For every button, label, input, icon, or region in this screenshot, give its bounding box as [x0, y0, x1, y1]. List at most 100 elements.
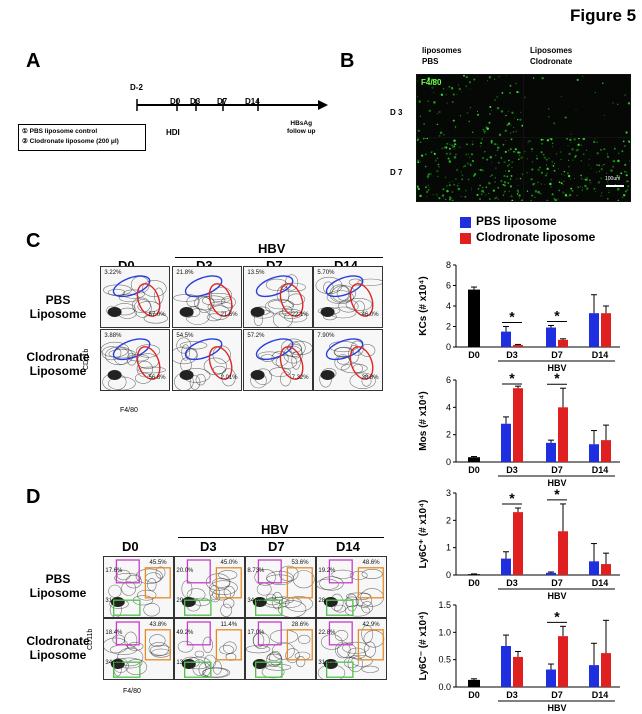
fluorescence-dot [494, 78, 496, 80]
flow-plot: 21.8% 21.6% [172, 266, 242, 328]
fluorescence-dot [581, 178, 583, 180]
bar-pbs [589, 561, 599, 575]
micrograph-row-label: D 3 [390, 108, 403, 117]
density-contour [246, 645, 271, 654]
fluorescence-dot [441, 194, 445, 197]
fluorescence-dot [624, 94, 626, 96]
fluorescence-dot [509, 92, 511, 94]
fluorescence-dot [515, 151, 517, 153]
gate-percentage: 28. [318, 597, 327, 604]
fluorescence-dot [447, 157, 450, 160]
fluorescence-dot [436, 193, 438, 196]
fluorescence-dot [577, 149, 579, 151]
fluorescence-dot [562, 191, 565, 194]
gate-percentage: 57.2% [247, 333, 265, 339]
fluorescence-dot [497, 198, 499, 200]
flow-plot: 17.0% 28.6% [245, 618, 316, 680]
fluorescence-dot [435, 79, 438, 81]
fluorescence-dot [507, 149, 510, 152]
fluorescence-dot [455, 127, 456, 129]
fluorescence-dot [534, 182, 536, 184]
fluorescence-dot [503, 181, 507, 184]
significance-star: * [509, 309, 515, 325]
density-contour [331, 569, 354, 579]
y-tick-label: 1 [446, 543, 451, 553]
fluorescence-dot [451, 100, 454, 103]
density-contour [338, 299, 359, 313]
density-contour [125, 659, 148, 676]
fluorescence-dot [460, 195, 462, 197]
gate-red [349, 283, 374, 317]
bar-d0 [468, 679, 480, 687]
fluorescence-dot [617, 103, 619, 105]
density-contour [265, 278, 288, 291]
fluorescence-dot [498, 162, 500, 164]
y-axis-label: KCs (# x10⁴) [418, 276, 429, 335]
density-contour [202, 667, 229, 678]
gate-percentage: 54.5% [176, 333, 194, 339]
fluorescence-dot [430, 173, 432, 175]
density-contour [361, 625, 374, 644]
fluorescence-dot [439, 131, 443, 135]
fluorescence-dot [455, 168, 459, 172]
flow-plot: 18.4% 43.8% 34.8% [103, 618, 174, 680]
hbv-group-label: HBV [547, 478, 566, 488]
timepoint-label: D14 [245, 97, 260, 106]
gate-percentage: 22.1% [291, 312, 309, 318]
density-contour [266, 574, 293, 584]
gate-percentage: 53.6% [291, 560, 309, 566]
fluorescence-dot [511, 111, 514, 114]
fluorescence-dot [465, 75, 468, 79]
flow-x-axis-label: F4/80 [123, 688, 141, 695]
fluorescence-dot [468, 153, 469, 155]
gate-green [255, 599, 283, 616]
fluorescence-dot [451, 146, 454, 149]
fluorescence-dot [521, 173, 523, 176]
fluorescence-dot [554, 198, 558, 201]
fluorescence-dot [608, 191, 610, 194]
fluorescence-dot [470, 106, 472, 109]
density-contour [285, 648, 300, 663]
density-contour [221, 296, 236, 309]
fluorescence-dot [471, 153, 473, 156]
fluorescence-dot [480, 142, 483, 145]
density-contour [221, 368, 236, 387]
fluorescence-dot [438, 134, 441, 137]
fluorescence-dot [536, 157, 539, 160]
fluorescence-dot [467, 178, 470, 181]
bar-clodronate [558, 407, 568, 462]
fluorescence-dot [551, 160, 554, 163]
fluorescence-dot [417, 80, 418, 82]
fluorescence-dot [517, 91, 520, 94]
fluorescence-dot [424, 138, 427, 139]
gate-percentage: 18.4% [105, 629, 123, 636]
fluorescence-dot [480, 193, 483, 196]
legend-label-clodronate: Clodronate liposome [476, 230, 596, 244]
gate-blue [325, 338, 364, 361]
gate-percentage: 48.6% [362, 560, 380, 566]
fluorescence-dot [417, 96, 418, 98]
gate-percentage: 17.6% [105, 567, 123, 574]
fluorescence-dot [510, 124, 512, 127]
fluorescence-dot [564, 116, 567, 119]
density-contour [317, 578, 339, 590]
bar-d0 [468, 289, 480, 347]
density-contour [194, 650, 205, 658]
density-contour [266, 571, 294, 585]
gate-orange [286, 567, 313, 599]
gate-red [136, 283, 161, 317]
fluorescence-dot [500, 157, 503, 159]
fluorescence-dot [503, 192, 505, 194]
fluorescence-dot [476, 113, 480, 116]
fluorescence-dot [546, 199, 549, 201]
fluorescence-dot [445, 94, 447, 96]
fluorescence-dot [568, 152, 571, 156]
fluorescence-dot [531, 194, 534, 197]
x-tick-label: D3 [506, 578, 518, 588]
fluorescence-dot [417, 185, 419, 188]
density-contour [195, 373, 206, 386]
fluorescence-dot [423, 123, 425, 125]
fluorescence-dot [449, 152, 452, 155]
fluorescence-dot [563, 170, 566, 173]
density-core [250, 307, 265, 317]
